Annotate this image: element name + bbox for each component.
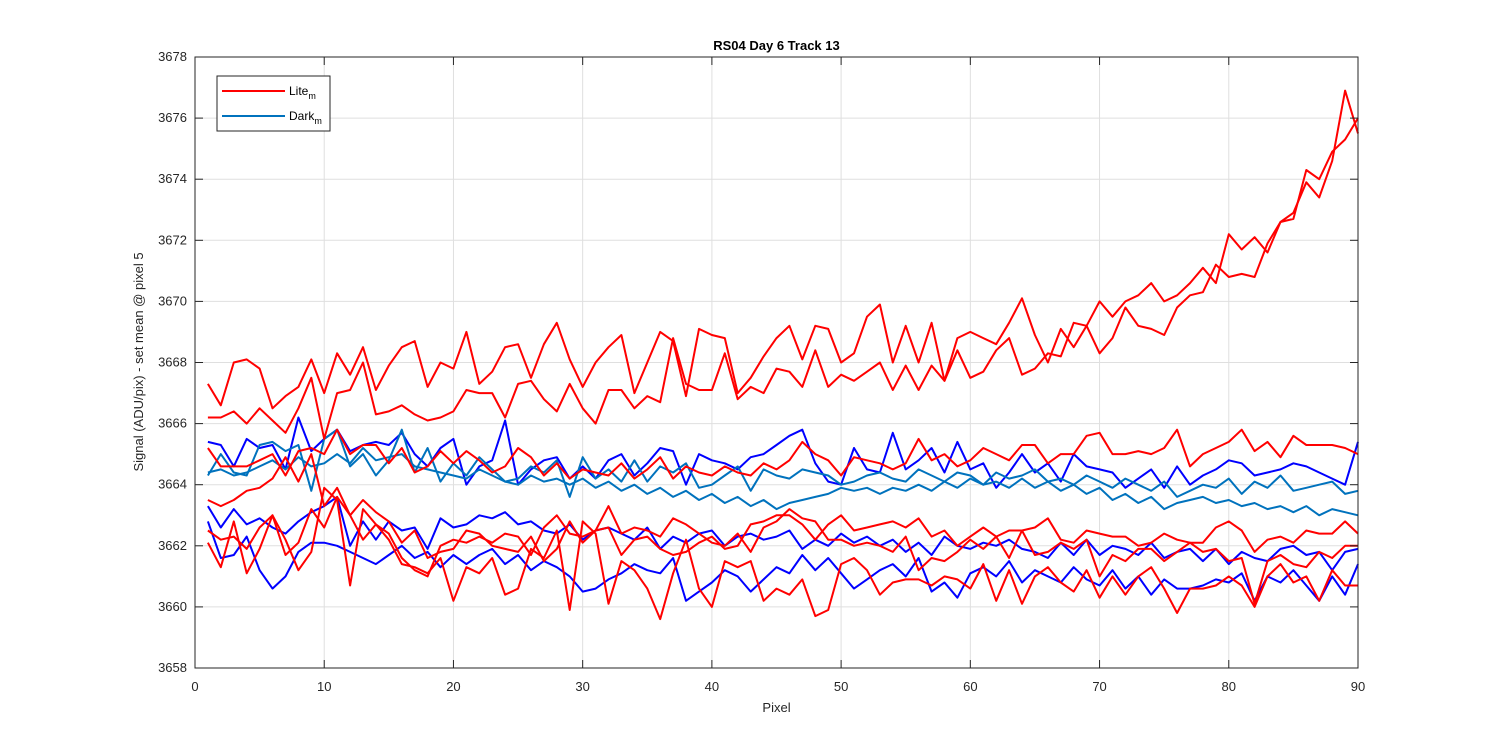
series-line-lite-2 [207, 428, 1359, 480]
series-line-lite-5 [207, 486, 1358, 621]
series-line-dark-8 [206, 521, 1359, 602]
legend-label-lite: Litem [289, 84, 316, 101]
legend-label-dark-subscript: m [314, 116, 322, 126]
series-line-dark-10 [207, 447, 1359, 517]
x-tick-label: 30 [575, 679, 589, 694]
y-tick-label: 3674 [158, 171, 187, 186]
legend-label-dark-text: Dark [289, 109, 315, 123]
series-group [206, 89, 1359, 621]
x-tick-label: 70 [1092, 679, 1106, 694]
x-tick-label: 0 [191, 679, 198, 694]
series-line-dark-7 [207, 495, 1359, 572]
x-tick-label: 90 [1351, 679, 1365, 694]
chart-title: RS04 Day 6 Track 13 [713, 38, 839, 53]
x-tick-label: 60 [963, 679, 977, 694]
y-tick-label: 3662 [158, 538, 187, 553]
y-tick-label: 3668 [158, 355, 187, 370]
x-axis-title: Pixel [762, 700, 790, 715]
axis-ticks: 0 10 20 30 40 50 60 70 80 90 3658 3660 3662 3664 3666 3… [158, 49, 1365, 694]
x-tick-label: 40 [705, 679, 719, 694]
x-tick-label: 50 [834, 679, 848, 694]
legend-box [216, 75, 331, 132]
series-line-dark-9 [207, 428, 1359, 498]
legend-label-lite-text: Lite [289, 84, 309, 98]
legend[interactable]: Litem Darkm [216, 75, 331, 132]
y-tick-label: 3658 [158, 660, 187, 675]
y-tick-label: 3670 [158, 293, 187, 308]
legend-label-lite-subscript: m [308, 91, 316, 101]
x-tick-label: 80 [1222, 679, 1236, 694]
y-tick-label: 3678 [158, 49, 187, 64]
series-line-lite-0 [207, 117, 1359, 410]
series-line-lite-1 [207, 89, 1359, 440]
y-tick-label: 3664 [158, 477, 187, 492]
legend-label-dark: Darkm [289, 109, 322, 126]
y-tick-label: 3672 [158, 232, 187, 247]
y-axis-title: Signal (ADU/pix) - set mean @ pixel 5 [131, 252, 146, 471]
y-tick-label: 3666 [158, 416, 187, 431]
x-tick-label: 20 [446, 679, 460, 694]
x-tick-label: 10 [317, 679, 331, 694]
series-line-lite-4 [207, 495, 1358, 605]
y-tick-label: 3660 [158, 599, 187, 614]
y-tick-label: 3676 [158, 110, 187, 125]
